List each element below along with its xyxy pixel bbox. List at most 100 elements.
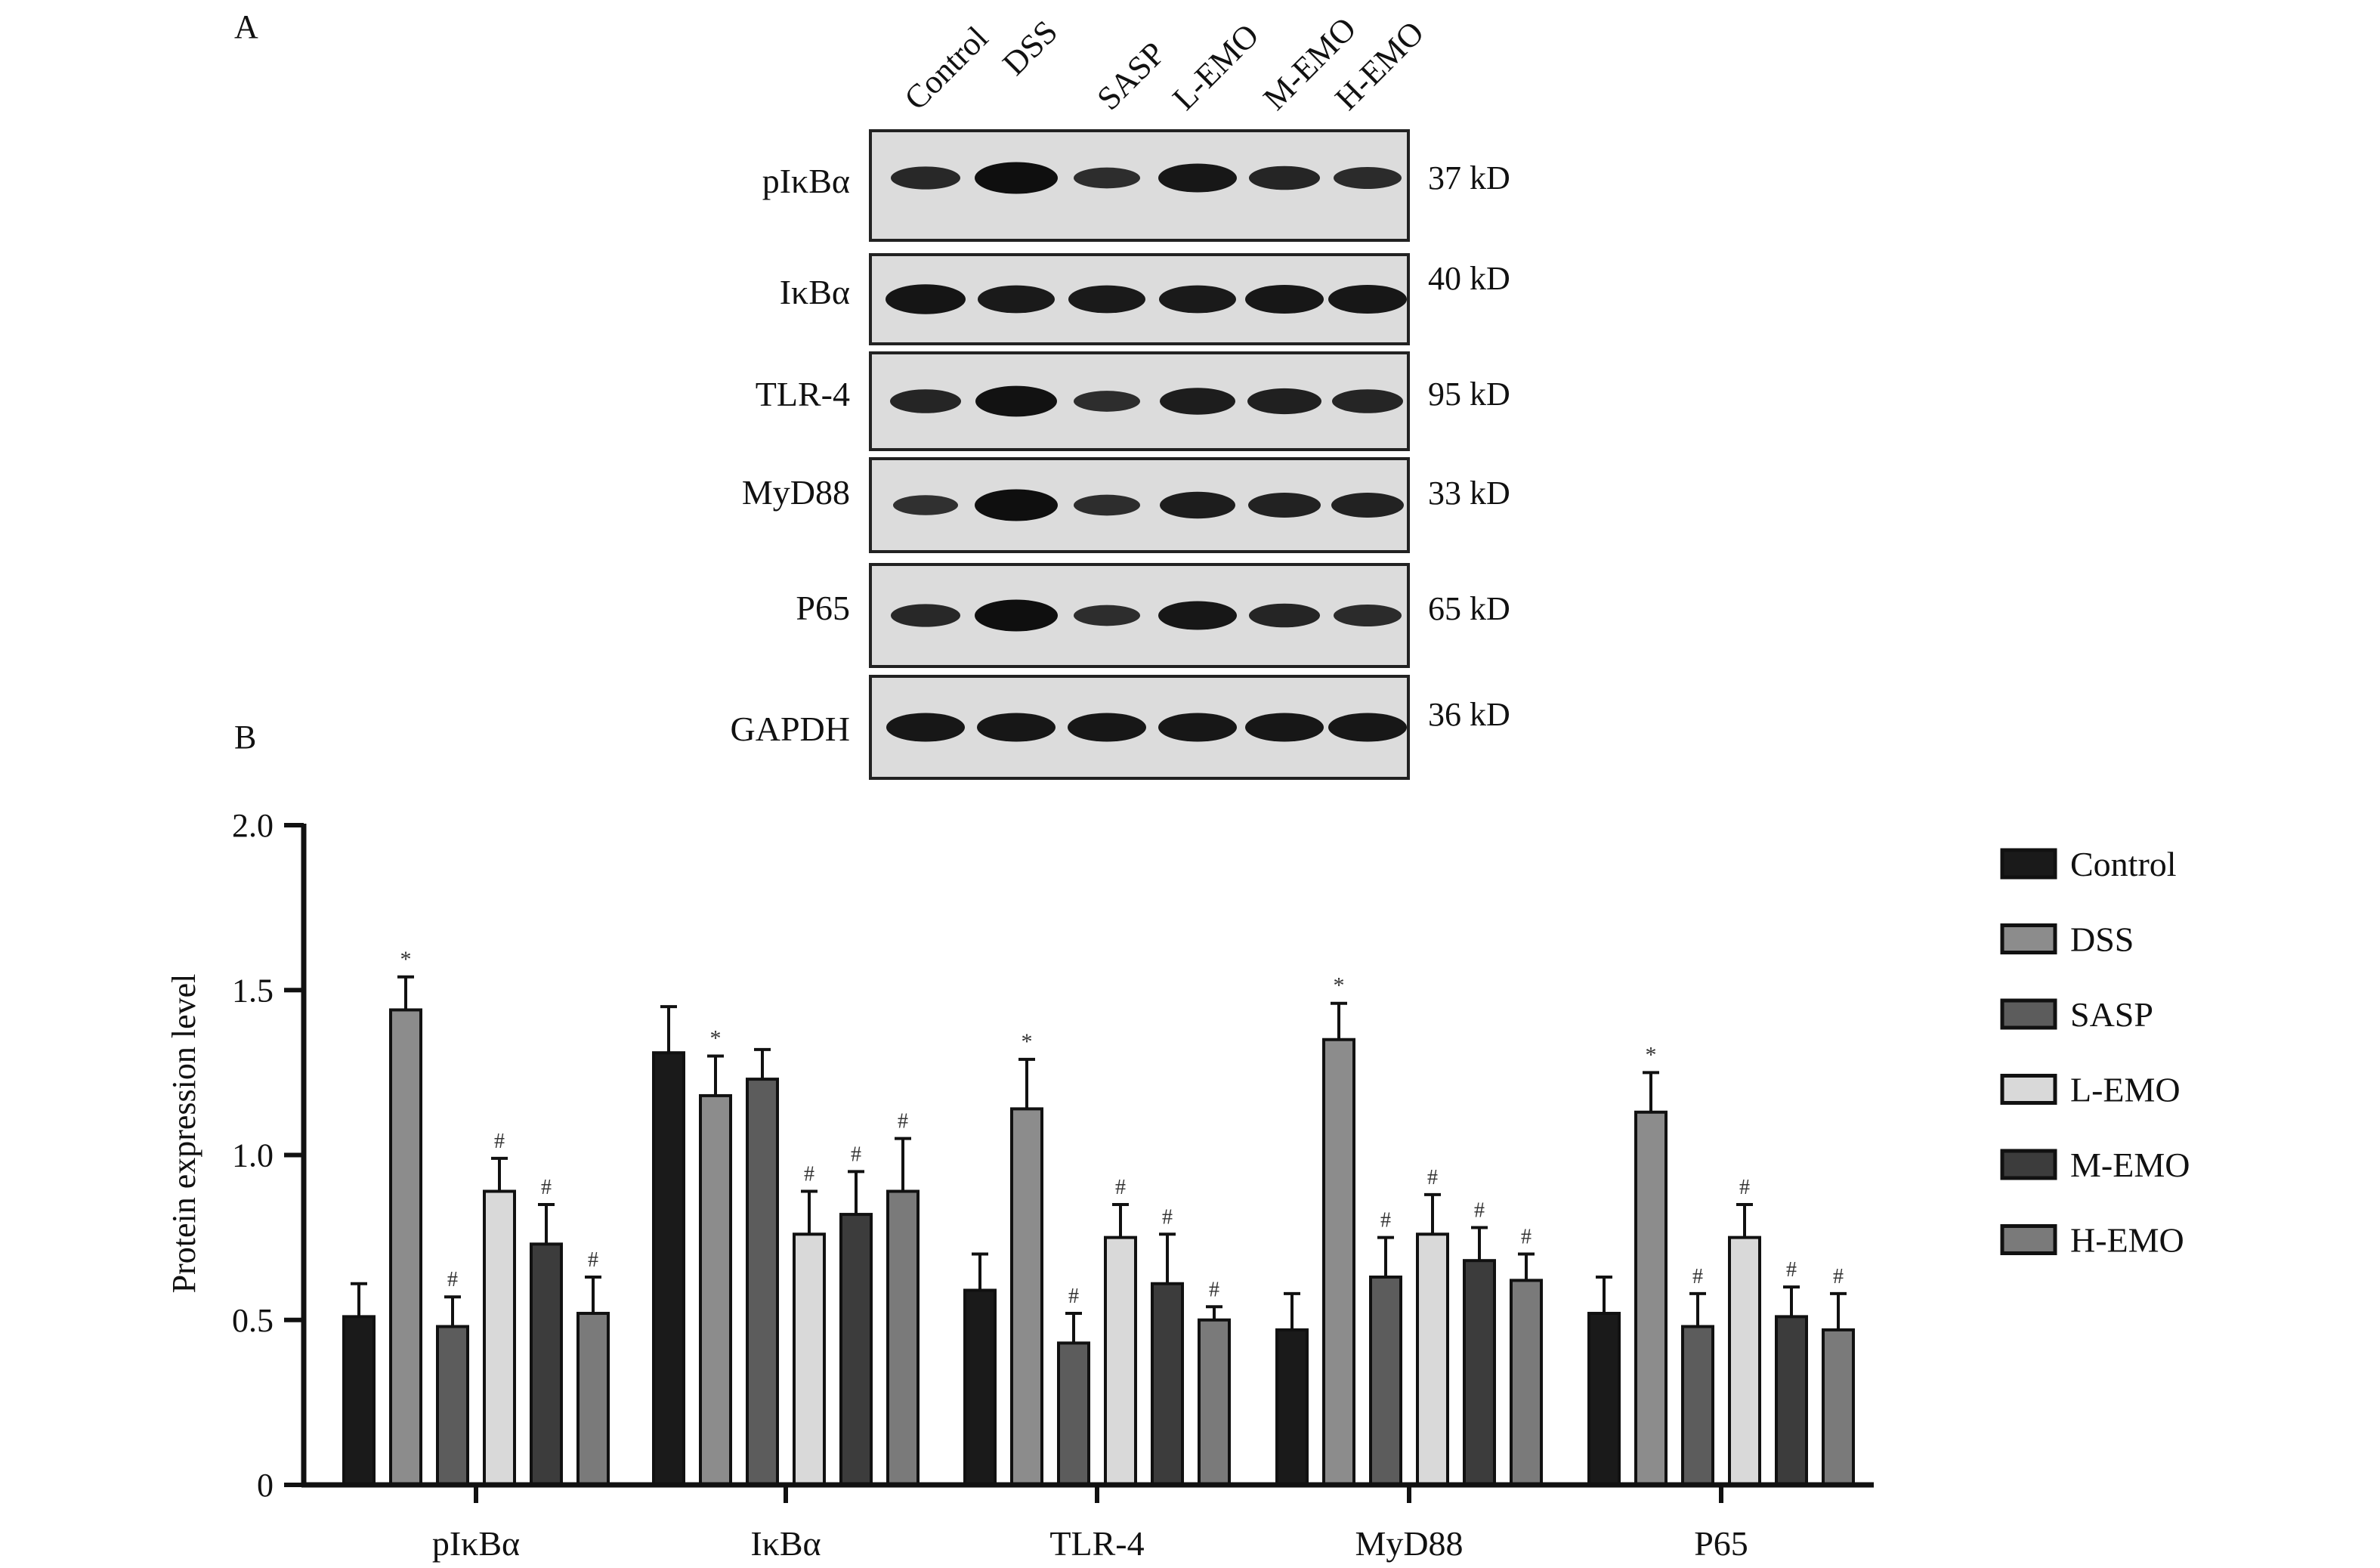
blot-band — [1245, 284, 1324, 314]
significance-mark: # — [1115, 1176, 1126, 1199]
significance-mark: # — [1068, 1285, 1079, 1308]
blot-band — [1332, 389, 1403, 413]
y-tick-label: 2.0 — [232, 807, 274, 844]
lane-label: SASP — [1090, 35, 1172, 117]
x-axis: pIκBα IκBα TLR-4 MyD88 P65 — [301, 1482, 1874, 1563]
blot-band — [1068, 285, 1145, 314]
bar — [1322, 1038, 1355, 1486]
blot-protein-label: IκBα — [780, 273, 850, 311]
blot-band — [886, 713, 965, 742]
bar — [1822, 1328, 1855, 1486]
legend-label: SASP — [2070, 995, 2153, 1034]
blot-band — [1074, 605, 1140, 626]
bar — [699, 1093, 732, 1487]
blot-protein-label: GAPDH — [731, 710, 850, 748]
significance-mark: # — [494, 1130, 505, 1153]
significance-mark: * — [1334, 973, 1345, 998]
significance-mark: * — [710, 1026, 722, 1051]
blot-band — [1248, 493, 1321, 518]
blot-band — [1328, 284, 1407, 314]
y-tick-label: 1.0 — [232, 1137, 274, 1174]
blot-band — [978, 285, 1055, 314]
significance-mark: # — [1427, 1166, 1438, 1189]
blot-size-label: 95 kD — [1428, 376, 1510, 413]
bar — [483, 1189, 516, 1486]
legend-label: Control — [2070, 845, 2177, 883]
blot-protein-label: MyD88 — [742, 473, 850, 512]
legend-label: M-EMO — [2070, 1146, 2190, 1184]
lane-label: DSS — [995, 13, 1065, 82]
significance-mark: # — [1474, 1199, 1485, 1223]
lane-label: L-EMO — [1165, 17, 1266, 117]
bar — [530, 1242, 563, 1486]
significance-mark: # — [1380, 1209, 1391, 1232]
bar — [1634, 1110, 1668, 1486]
blot-band — [1158, 163, 1237, 193]
blot-protein-label: TLR-4 — [756, 375, 850, 413]
x-tick-label: TLR-4 — [1049, 1524, 1144, 1563]
blot-membrane — [869, 129, 1410, 242]
significance-mark: * — [1022, 1029, 1033, 1054]
bar — [746, 1078, 779, 1486]
blot-band — [890, 389, 961, 413]
blot-size-label: 40 kD — [1428, 260, 1510, 297]
blot-band — [891, 604, 960, 627]
bar — [1369, 1276, 1402, 1486]
bar — [652, 1051, 685, 1487]
bar — [1510, 1279, 1543, 1486]
bar — [1775, 1315, 1808, 1487]
bar — [342, 1315, 376, 1487]
blot-band — [1074, 494, 1140, 516]
legend-label: H-EMO — [2070, 1221, 2184, 1260]
bar — [1275, 1328, 1309, 1486]
x-tick-label: MyD88 — [1355, 1524, 1463, 1563]
x-tick-label: IκBα — [750, 1524, 821, 1563]
blot-band — [1158, 601, 1237, 630]
significance-mark: # — [1692, 1265, 1703, 1288]
bar — [1681, 1325, 1714, 1486]
bar — [1728, 1236, 1761, 1486]
legend-swatch — [2000, 848, 2057, 880]
blot-protein-label: P65 — [796, 589, 850, 627]
bar — [886, 1189, 920, 1486]
blot-band — [1159, 285, 1236, 314]
bar — [1587, 1312, 1621, 1487]
significance-mark: # — [898, 1110, 908, 1133]
bar — [389, 1008, 422, 1486]
panel-label-a: A — [234, 8, 258, 45]
significance-mark: * — [400, 947, 412, 972]
bar — [436, 1325, 469, 1486]
blot-size-label: 65 kD — [1428, 590, 1510, 627]
blot-band — [1328, 713, 1407, 742]
bar — [1057, 1341, 1090, 1487]
bar — [1151, 1282, 1184, 1486]
y-tick-label: 0 — [257, 1467, 274, 1504]
bar — [963, 1288, 997, 1486]
bar — [1198, 1318, 1231, 1486]
bar-chart: Protein expression level 0 0.5 1.0 1.5 2.0 *… — [165, 807, 2190, 1563]
blot-band — [1331, 493, 1404, 518]
blot-band — [977, 713, 1056, 742]
blot-band — [1160, 388, 1235, 415]
blot-band — [1068, 713, 1146, 742]
significance-mark: # — [541, 1176, 552, 1199]
blot-protein-label: pIκBα — [762, 162, 850, 200]
significance-mark: # — [1209, 1278, 1219, 1301]
legend: Control DSS SASP L-EMO M-EMO H-EMO — [2000, 845, 2190, 1260]
significance-mark: # — [804, 1163, 814, 1186]
blot-band — [1074, 391, 1140, 412]
significance-mark: # — [447, 1268, 458, 1291]
y-tick-label: 0.5 — [232, 1302, 274, 1339]
blot-size-label: 36 kD — [1428, 696, 1510, 733]
legend-swatch — [2000, 998, 2057, 1030]
significance-mark: # — [1786, 1258, 1797, 1282]
blot-band — [1249, 165, 1320, 190]
blot-band — [975, 599, 1058, 632]
blot-band — [886, 284, 966, 314]
significance-mark: * — [1646, 1042, 1657, 1067]
blot-size-label: 33 kD — [1428, 475, 1510, 512]
blot-band — [1334, 167, 1402, 189]
legend-label: L-EMO — [2070, 1071, 2181, 1109]
blot-band — [893, 495, 958, 515]
